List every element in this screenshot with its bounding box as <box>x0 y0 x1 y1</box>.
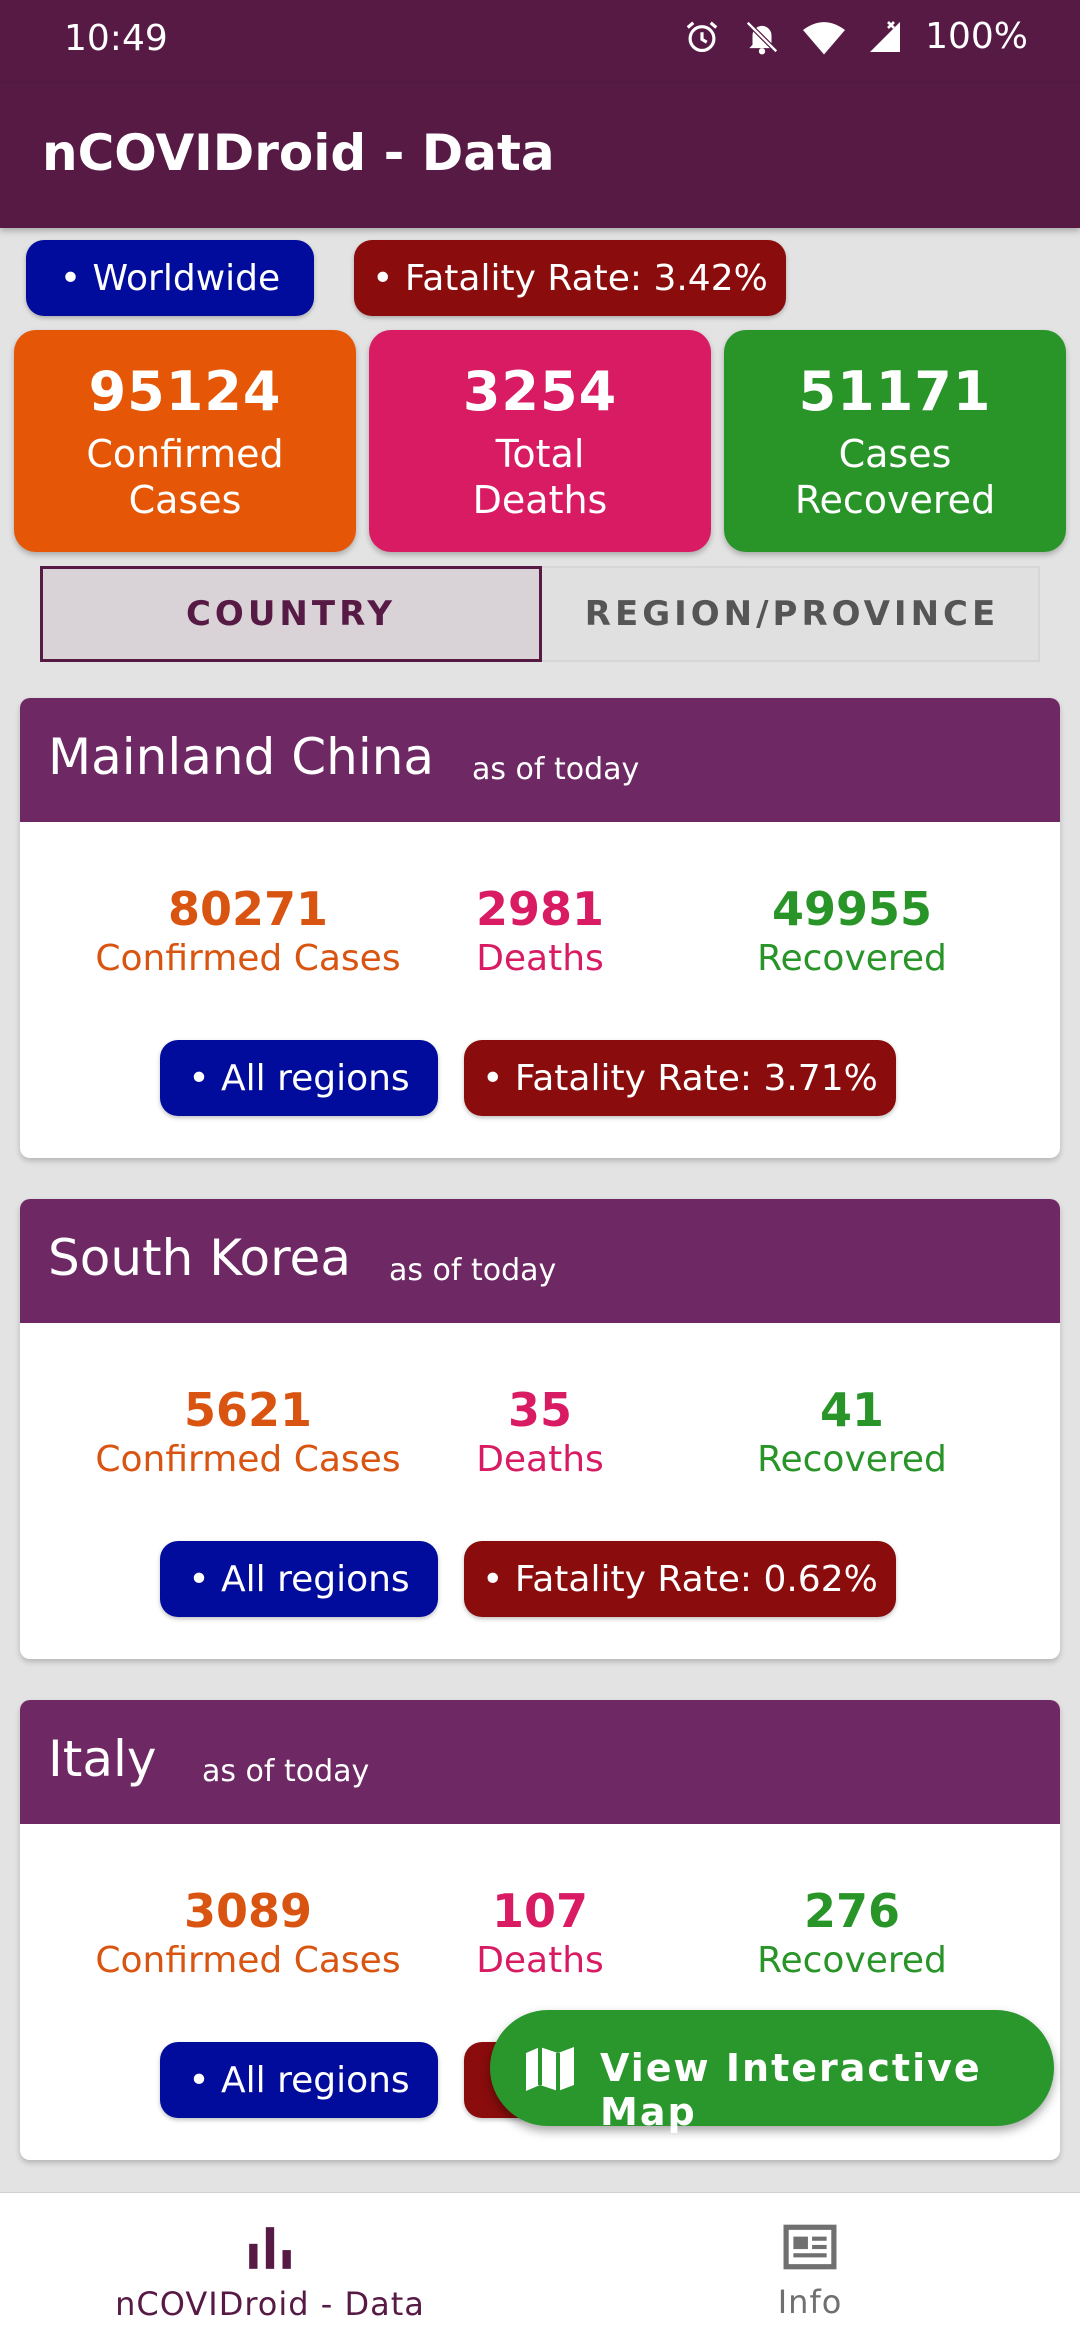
country-confirmed-label: Confirmed Cases <box>95 1940 401 1981</box>
country-recovered: 276 Recovered <box>672 1884 1032 1981</box>
app-bar: nCOVIDroid - Data <box>0 84 1080 228</box>
bar-chart-icon <box>249 2227 291 2269</box>
country-deaths-label: Deaths <box>476 1940 604 1981</box>
country-confirmed-label: Confirmed Cases <box>95 938 401 979</box>
cases-recovered-tile: 51171 Cases Recovered <box>724 330 1066 552</box>
signal-icon <box>870 20 901 52</box>
as-of-label: as of today <box>472 752 640 787</box>
view-interactive-map-button[interactable]: View Interactive Map <box>490 2010 1054 2134</box>
country-deaths-value: 107 <box>491 1884 589 1938</box>
all-regions-label: • All regions <box>188 2059 410 2101</box>
country-deaths: 107 Deaths <box>360 1884 720 1981</box>
tab-country[interactable]: COUNTRY <box>40 566 542 662</box>
country-card-header: Italy as of today <box>20 1700 1060 1824</box>
confirmed-cases-tile: 95124 Confirmed Cases <box>14 330 356 552</box>
newspaper-icon <box>783 2224 837 2270</box>
country-confirmed: 80271 Confirmed Cases <box>68 882 428 979</box>
view-interactive-map-label: View Interactive Map <box>600 2046 982 2134</box>
country-name: Mainland China <box>48 728 435 786</box>
all-regions-label: • All regions <box>188 1558 410 1600</box>
country-recovered-value: 49955 <box>771 882 933 936</box>
country-confirmed-value: 80271 <box>167 882 329 936</box>
bottom-navigation: nCOVIDroid - Data Info <box>0 2192 1080 2340</box>
confirmed-label: Confirmed Cases <box>14 431 356 523</box>
recovered-label: Cases Recovered <box>724 431 1066 523</box>
country-deaths-label: Deaths <box>476 1439 604 1480</box>
status-time: 10:49 <box>64 18 168 59</box>
status-bar: 10:49 100% <box>0 0 1080 84</box>
app-title: nCOVIDroid - Data <box>42 124 555 182</box>
country-confirmed-value: 5621 <box>183 1383 313 1437</box>
nav-item-info[interactable]: Info <box>540 2193 1080 2340</box>
confirmed-label-line-1: Confirmed <box>86 432 284 476</box>
fatality-rate-label: • Fatality Rate: 3.71% <box>482 1057 878 1099</box>
all-regions-button[interactable]: • All regions <box>160 1040 438 1116</box>
country-deaths: 35 Deaths <box>360 1383 720 1480</box>
as-of-label: as of today <box>389 1253 557 1288</box>
country-card[interactable]: Mainland China as of today 80271 Confirm… <box>20 698 1060 1158</box>
recovered-count: 51171 <box>798 360 992 423</box>
country-recovered-value: 41 <box>819 1383 884 1437</box>
all-regions-button[interactable]: • All regions <box>160 1541 438 1617</box>
country-recovered-label: Recovered <box>757 938 947 979</box>
confirmed-label-line-2: Cases <box>128 478 242 522</box>
view-tabs: COUNTRY REGION/PROVINCE <box>40 566 1040 662</box>
country-deaths: 2981 Deaths <box>360 882 720 979</box>
all-regions-label: • All regions <box>188 1057 410 1099</box>
country-card[interactable]: South Korea as of today 5621 Confirmed C… <box>20 1199 1060 1659</box>
country-confirmed-label: Confirmed Cases <box>95 1439 401 1480</box>
country-recovered-label: Recovered <box>757 1439 947 1480</box>
wifi-icon <box>803 21 846 54</box>
fatality-rate-label: • Fatality Rate: 0.62% <box>482 1558 878 1600</box>
country-recovered-value: 276 <box>803 1884 901 1938</box>
country-recovered-label: Recovered <box>757 1940 947 1981</box>
country-deaths-label: Deaths <box>476 938 604 979</box>
country-card-header: South Korea as of today <box>20 1199 1060 1323</box>
notifications-off-icon <box>746 20 779 54</box>
fatality-rate-chip[interactable]: • Fatality Rate: 0.62% <box>464 1541 896 1617</box>
deaths-label: Total Deaths <box>369 431 711 523</box>
country-confirmed: 5621 Confirmed Cases <box>68 1383 428 1480</box>
recovered-label-line-2: Recovered <box>794 478 996 522</box>
alarm-icon <box>686 21 718 52</box>
status-icons: 100% <box>683 16 1028 57</box>
total-deaths-tile: 3254 Total Deaths <box>369 330 711 552</box>
country-card-header: Mainland China as of today <box>20 698 1060 822</box>
deaths-label-line-2: Deaths <box>472 478 608 522</box>
deaths-count: 3254 <box>462 360 618 423</box>
country-confirmed: 3089 Confirmed Cases <box>68 1884 428 1981</box>
recovered-label-line-1: Cases <box>838 432 952 476</box>
country-recovered: 41 Recovered <box>672 1383 1032 1480</box>
country-name: Italy <box>48 1730 157 1788</box>
fatality-rate-chip[interactable]: • Fatality Rate: 3.71% <box>464 1040 896 1116</box>
global-fatality-rate-label: • Fatality Rate: 3.42% <box>372 257 768 299</box>
country-deaths-value: 35 <box>507 1383 572 1437</box>
confirmed-count: 95124 <box>88 360 282 423</box>
all-regions-button[interactable]: • All regions <box>160 2042 438 2118</box>
nav-item-data[interactable]: nCOVIDroid - Data <box>0 2193 540 2340</box>
as-of-label: as of today <box>202 1754 370 1789</box>
country-name: South Korea <box>48 1229 351 1287</box>
nav-item-data-label: nCOVIDroid - Data <box>115 2285 425 2323</box>
country-deaths-value: 2981 <box>475 882 605 936</box>
battery-percentage: 100% <box>925 16 1028 57</box>
worldwide-chip[interactable]: • Worldwide <box>26 240 314 316</box>
map-icon <box>526 2047 574 2091</box>
nav-item-info-label: Info <box>777 2283 843 2321</box>
country-confirmed-value: 3089 <box>183 1884 313 1938</box>
global-fatality-rate-chip[interactable]: • Fatality Rate: 3.42% <box>354 240 786 316</box>
country-recovered: 49955 Recovered <box>672 882 1032 979</box>
deaths-label-line-1: Total <box>495 432 585 476</box>
tab-region-province[interactable]: REGION/PROVINCE <box>584 594 1000 634</box>
worldwide-chip-label: • Worldwide <box>59 257 281 299</box>
